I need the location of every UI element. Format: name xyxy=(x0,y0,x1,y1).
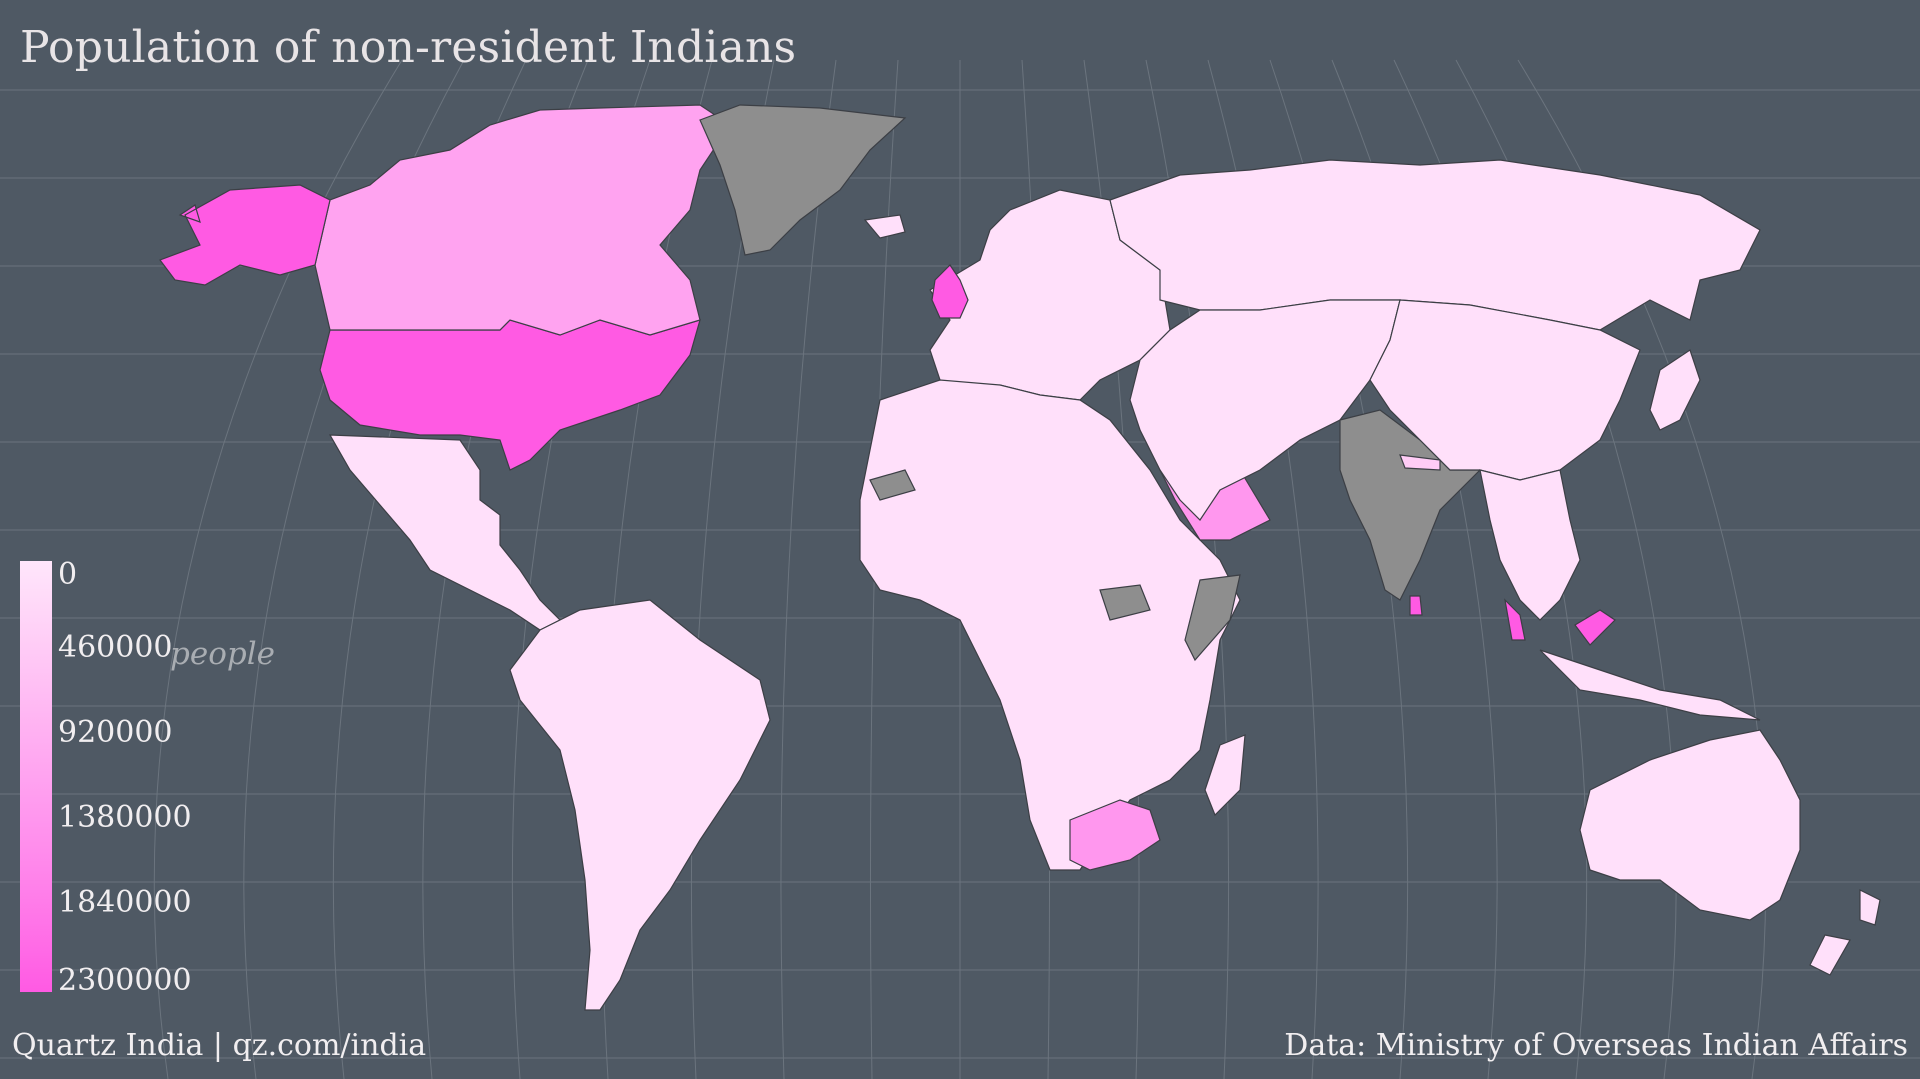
region-new-zealand xyxy=(1809,889,1881,976)
region-malaysia xyxy=(1504,598,1616,646)
legend-tick-4: 1840000 xyxy=(58,885,192,920)
region-mexico-central-america xyxy=(328,434,562,631)
region-iceland xyxy=(863,214,906,239)
legend-tick-1: 460000 xyxy=(58,630,173,665)
region-nepal xyxy=(1399,454,1441,471)
region-western-sahara xyxy=(869,469,916,501)
region-sri-lanka xyxy=(1409,595,1423,616)
legend-swatch-2 xyxy=(20,731,52,816)
region-madagascar xyxy=(1204,734,1246,817)
legend-swatch-3 xyxy=(20,816,52,901)
region-australia xyxy=(1579,729,1801,921)
source-credit: Quartz India | qz.com/india xyxy=(12,1028,427,1063)
region-somalia xyxy=(1184,574,1241,662)
region-russia xyxy=(1109,159,1761,331)
region-greenland xyxy=(699,104,907,256)
region-canada xyxy=(314,104,731,336)
region-southeast-asia xyxy=(1479,469,1761,721)
legend-unit: people xyxy=(170,636,275,672)
region-alaska xyxy=(159,184,331,286)
legend-swatch-1 xyxy=(20,646,52,731)
legend-tick-0: 0 xyxy=(58,557,78,592)
legend-swatch-4 xyxy=(20,901,52,992)
region-middle-east-central-asia xyxy=(1129,299,1401,521)
legend-tick-3: 1380000 xyxy=(58,800,192,835)
region-japan xyxy=(1649,349,1701,431)
countries-layer xyxy=(159,104,1881,1011)
map-title: Population of non-resident Indians xyxy=(20,22,797,73)
legend-swatch-0 xyxy=(20,561,52,646)
region-south-sudan xyxy=(1099,584,1151,621)
legend-tick-5: 2300000 xyxy=(58,963,192,998)
region-south-america xyxy=(509,599,771,1011)
legend-tick-2: 920000 xyxy=(58,715,173,750)
region-south-africa xyxy=(1069,799,1161,871)
region-africa xyxy=(859,379,1241,871)
data-credit: Data: Ministry of Overseas Indian Affair… xyxy=(1284,1028,1908,1063)
region-united-kingdom xyxy=(931,264,969,319)
